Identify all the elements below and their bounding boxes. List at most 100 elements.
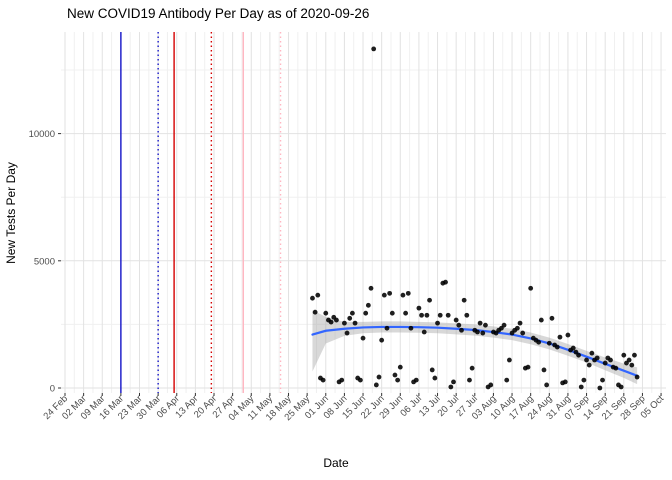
y-tick-label: 5000	[34, 256, 55, 267]
scatter-point	[634, 374, 640, 380]
scatter-point	[384, 325, 390, 331]
scatter-point	[349, 310, 355, 316]
scatter-point	[629, 362, 635, 368]
scatter-point	[342, 320, 347, 326]
scatter-point	[360, 335, 366, 341]
scatter-point	[419, 312, 424, 318]
scatter-point	[427, 297, 432, 303]
scatter-point	[379, 337, 385, 343]
scatter-point	[371, 46, 377, 52]
scatter-point	[451, 379, 456, 385]
scatter-point	[501, 322, 507, 328]
scatter-point	[578, 384, 584, 390]
scatter-point	[536, 339, 542, 345]
scatter-point	[520, 330, 526, 336]
chart-title: New COVID19 Antibody Per Day as of 2020-…	[67, 6, 370, 21]
scatter-point	[589, 350, 595, 356]
scatter-point	[443, 279, 448, 285]
scatter-point	[368, 285, 374, 291]
scatter-point	[541, 367, 547, 373]
scatter-point	[389, 310, 395, 316]
y-tick-label: 10000	[29, 129, 55, 140]
scatter-point	[381, 292, 387, 298]
scatter-point	[400, 292, 406, 298]
scatter-point	[448, 384, 454, 390]
scatter-point	[328, 319, 334, 325]
scatter-point	[528, 285, 534, 291]
scatter-point	[437, 312, 443, 318]
scatter-point	[475, 329, 480, 335]
scatter-point	[464, 312, 470, 318]
scatter-point	[403, 310, 409, 316]
x-axis-title: Date	[323, 456, 349, 470]
scatter-point	[352, 320, 358, 326]
scatter-point	[538, 317, 544, 323]
scatter-point	[429, 367, 435, 373]
scatter-point	[549, 315, 555, 321]
scatter-point	[576, 352, 581, 358]
scatter-point	[618, 384, 624, 390]
scatter-point	[517, 320, 523, 326]
scatter-point	[453, 317, 459, 323]
scatter-point	[477, 320, 483, 326]
scatter-point	[488, 382, 494, 388]
scatter-point	[565, 332, 571, 338]
confidence-ribbon	[312, 310, 638, 385]
scatter-point	[608, 357, 613, 363]
scatter-point	[312, 309, 318, 315]
scatter-point	[413, 377, 419, 383]
scatter-point	[421, 329, 427, 335]
y-axis-title: New Tests Per Day	[4, 162, 18, 264]
scatter-point	[544, 382, 550, 388]
scatter-point	[600, 377, 605, 383]
scatter-point	[581, 377, 587, 383]
scatter-point	[480, 330, 486, 336]
scatter-point	[408, 325, 414, 331]
scatter-point	[586, 362, 592, 368]
scatter-point	[310, 295, 315, 301]
scatter-point	[467, 377, 472, 383]
scatter-point	[456, 322, 462, 328]
scatter-point	[357, 377, 363, 383]
scatter-point	[435, 320, 440, 326]
scatter-point	[432, 375, 438, 381]
scatter-point	[632, 352, 637, 358]
scatter-point	[483, 322, 488, 328]
scatter-point	[339, 377, 345, 383]
scatter-point	[445, 312, 451, 318]
scatter-point	[392, 372, 398, 378]
scatter-point	[554, 344, 560, 350]
scatter-point	[344, 330, 350, 336]
scatter-point	[621, 352, 627, 358]
scatter-point	[363, 310, 369, 316]
scatter-point	[504, 377, 510, 383]
scatter-point	[584, 357, 589, 363]
scatter-point	[525, 364, 531, 370]
scatter-point	[594, 355, 600, 361]
scatter-point	[373, 382, 379, 388]
scatter-point	[626, 357, 632, 363]
scatter-point	[395, 377, 401, 383]
scatter-point	[597, 385, 603, 391]
scatter-point	[546, 340, 552, 346]
scatter-point	[424, 312, 430, 318]
scatter-point	[365, 302, 371, 308]
scatter-point	[459, 327, 464, 333]
scatter-point	[514, 325, 520, 331]
scatter-point	[461, 297, 467, 303]
scatter-point	[469, 365, 475, 371]
scatter-point	[506, 357, 512, 363]
scatter-point	[320, 377, 326, 383]
scatter-point	[416, 305, 422, 311]
scatter-point	[376, 374, 382, 380]
scatter-point	[347, 315, 353, 321]
scatter-point	[334, 317, 339, 323]
scatter-point	[562, 379, 568, 385]
scatter-point	[323, 310, 329, 316]
scatter-point	[387, 290, 393, 296]
scatter-point	[570, 345, 576, 351]
scatter-point	[602, 360, 608, 366]
scatter-point	[405, 290, 411, 296]
